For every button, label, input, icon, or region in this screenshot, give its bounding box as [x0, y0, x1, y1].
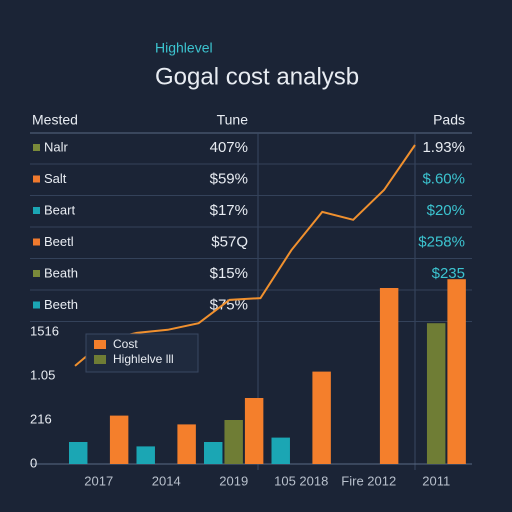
x-tick-label: 105 2018	[274, 473, 328, 488]
table-cell: $258%	[418, 233, 465, 250]
table-cell: 407%	[210, 139, 248, 156]
y-tick-label: 1516	[30, 323, 59, 338]
table-cell: $.60%	[422, 170, 465, 187]
bar	[244, 398, 264, 464]
table-cell: $59%	[210, 170, 248, 187]
row-swatch	[33, 301, 40, 309]
table-cell: Nalr	[44, 139, 69, 154]
legend-label: Cost	[113, 337, 138, 351]
subtitle: Highlevel	[155, 40, 213, 56]
table-cell: Beetl	[44, 234, 74, 249]
bar	[136, 446, 155, 464]
table-cell: $235	[432, 265, 465, 282]
x-tick-label: 2017	[84, 473, 113, 488]
bar	[204, 442, 223, 464]
bar	[426, 323, 446, 464]
x-tick-label: 2014	[152, 473, 181, 488]
bar	[109, 415, 129, 464]
table-cell: 1.93%	[422, 139, 465, 156]
x-tick-label: Fire 2012	[341, 473, 396, 488]
row-swatch	[33, 270, 40, 277]
legend-swatch	[94, 355, 106, 364]
table-cell: $15%	[210, 265, 248, 282]
bar	[379, 288, 399, 464]
y-tick-label: 216	[30, 411, 52, 426]
table-cell: $17%	[210, 202, 248, 219]
column-header: Pads	[433, 112, 465, 128]
table-cell: Beart	[44, 202, 75, 217]
legend-label: Highlelve lll	[113, 352, 174, 366]
column-header: Mested	[32, 112, 78, 128]
bar	[312, 371, 331, 464]
row-swatch	[33, 207, 40, 214]
x-tick-label: 2019	[219, 473, 248, 488]
table-cell: Beath	[44, 265, 78, 280]
table-cell: Beeth	[44, 297, 78, 312]
y-tick-label: 1.05	[30, 367, 55, 382]
table-cell: $75%	[210, 296, 248, 313]
title: Gogal cost analysb	[155, 63, 359, 90]
x-tick-label: 2011	[422, 473, 450, 488]
row-swatch	[33, 238, 40, 246]
row-swatch	[33, 144, 40, 151]
bar	[69, 442, 88, 464]
bar	[447, 279, 466, 464]
table-cell: $20%	[427, 202, 465, 219]
bar	[224, 420, 243, 464]
table-cell: Salt	[44, 171, 67, 186]
row-swatch	[33, 175, 40, 183]
bar	[271, 437, 290, 464]
column-header: Tune	[217, 112, 249, 128]
table-cell: $57Q	[211, 233, 248, 250]
bar	[177, 424, 196, 464]
y-tick-label: 0	[30, 455, 37, 470]
legend-swatch	[94, 340, 106, 349]
